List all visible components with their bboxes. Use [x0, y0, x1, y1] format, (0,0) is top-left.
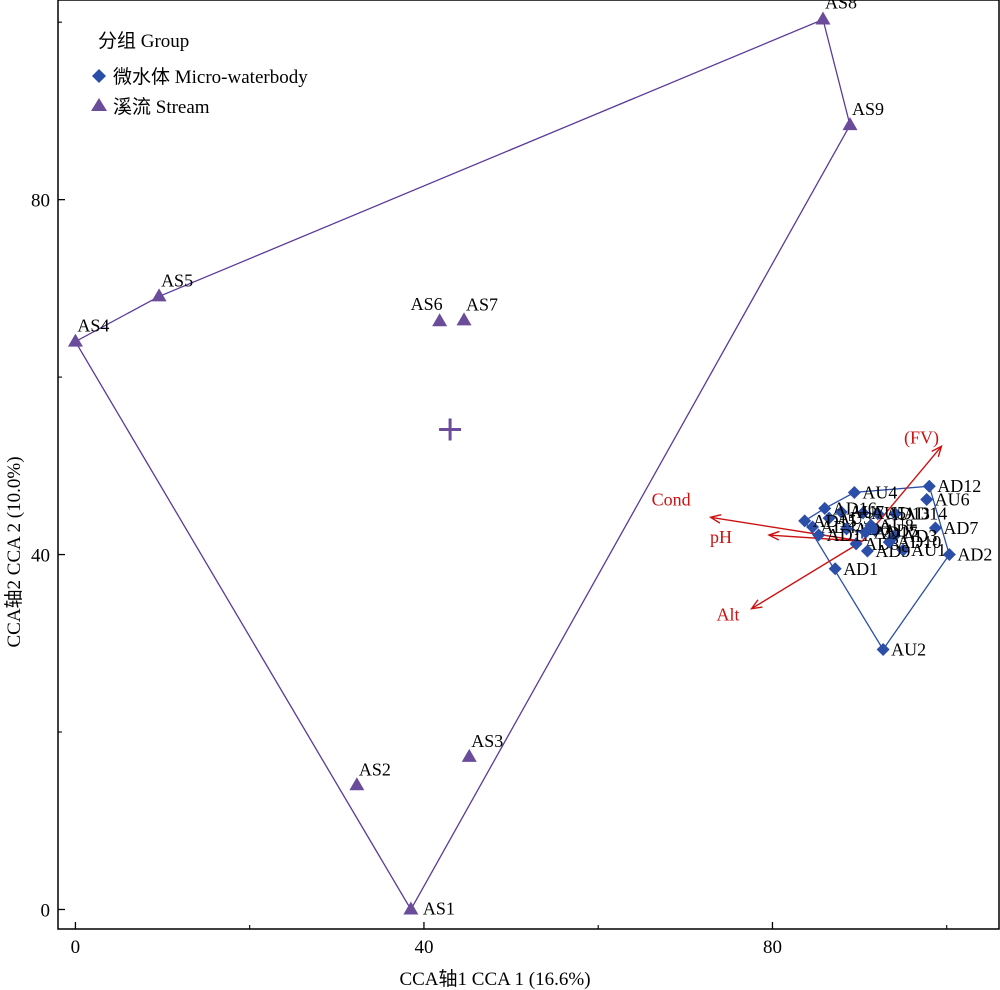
micro-point-label: AU8	[879, 515, 914, 535]
stream-point	[349, 777, 365, 791]
micro-point-label: AU1	[911, 540, 946, 560]
micro-point	[849, 537, 863, 551]
micro-point-label: AD7	[943, 518, 978, 538]
micro-point	[896, 543, 910, 557]
env-vector-label: Cond	[652, 489, 691, 509]
y-tick-label: 0	[41, 900, 51, 921]
env-vector-arrowhead	[767, 530, 780, 541]
micro-point	[920, 493, 934, 507]
legend-title: 分组 Group	[98, 30, 189, 52]
legend-micro-marker	[92, 69, 106, 83]
micro-point	[860, 544, 874, 558]
stream-point	[67, 333, 83, 347]
micro-point	[806, 520, 820, 534]
stream-point-label: AS4	[77, 316, 109, 336]
micro-point-label: AD2	[957, 545, 992, 565]
env-vector-label: (FV)	[904, 427, 939, 448]
stream-point-label: AS3	[471, 731, 503, 751]
stream-point	[432, 313, 448, 327]
micro-point-label: AU4	[862, 482, 897, 502]
micro-point	[798, 514, 812, 528]
micro-point-label: AD3	[902, 526, 937, 546]
micro-point	[828, 562, 842, 576]
micro-point-label: AD15	[813, 511, 857, 531]
stream-point-label: AS5	[161, 270, 193, 290]
micro-point	[840, 522, 854, 536]
legend-micro-label: 微水体 Micro-waterbody	[113, 66, 308, 88]
y-axis-title: CCA轴2 CCA 2 (10.0%)	[3, 456, 25, 647]
micro-point-label: AD9	[875, 541, 910, 561]
micro-point-label: AD1	[843, 559, 878, 579]
stream-point-label: AS6	[411, 294, 443, 314]
micro-point	[882, 535, 896, 549]
stream-point	[842, 117, 858, 131]
x-tick-label: 40	[414, 937, 433, 958]
micro-point	[847, 485, 861, 499]
stream-point	[403, 901, 419, 915]
stream-point	[456, 312, 472, 326]
micro-point	[922, 479, 936, 493]
env-vector-label: pH	[710, 527, 732, 547]
env-vector-arrowhead	[708, 513, 722, 524]
y-tick-label: 80	[31, 191, 50, 212]
micro-point-label: AD5	[883, 521, 918, 541]
micro-point-label: AU6	[935, 490, 970, 510]
axes: 0 40 80 0 40 80	[31, 21, 948, 958]
micro-point-label: AU7	[849, 502, 884, 522]
stream-point-label: AS9	[852, 99, 884, 119]
micro-point	[822, 511, 836, 525]
stream-point	[151, 288, 167, 302]
micro-point	[888, 507, 902, 521]
micro-point	[818, 501, 832, 515]
micro-point-label: AD10	[897, 532, 941, 552]
x-tick-label: 0	[71, 937, 81, 958]
stream-hull	[74, 18, 851, 911]
x-axis-title: CCA轴1 CCA 1 (16.6%)	[399, 968, 590, 990]
stream-point-label: AS8	[825, 0, 857, 13]
micro-point-label: AU5	[871, 503, 906, 523]
micro-point-label: AD14	[903, 504, 947, 524]
plot-frame	[57, 0, 1000, 930]
group-centroid	[439, 418, 462, 441]
env-vector-label: Alt	[717, 605, 740, 625]
micro-point-label: AD17	[874, 522, 918, 542]
micro-point-label: AD13	[886, 504, 930, 524]
micro-point	[876, 643, 890, 657]
stream-point-label: AS1	[423, 898, 455, 918]
stream-point	[815, 11, 831, 25]
micro-point-label: AU2	[891, 640, 926, 660]
y-tick-label: 40	[31, 546, 50, 567]
micro-point-label: AD11	[827, 525, 870, 545]
legend-stream-label: 溪流 Stream	[113, 96, 210, 118]
legend: 分组 Group 微水体 Micro-waterbody 溪流 Stream	[91, 30, 308, 118]
micro-point-label: AD16	[833, 498, 877, 518]
stream-point-label: AS2	[359, 759, 391, 779]
micro-point	[871, 507, 885, 521]
micro-point	[812, 528, 826, 542]
group-hulls	[74, 18, 951, 911]
micro-point	[834, 505, 848, 519]
env-vector-line	[710, 516, 863, 542]
env-vector-arrowhead	[931, 444, 943, 458]
micro-point	[942, 548, 956, 562]
micro-point	[928, 521, 942, 535]
legend-stream-marker	[91, 98, 107, 111]
micro-point-label: AD12	[937, 476, 981, 496]
env-vector-arrowhead	[750, 599, 763, 610]
stream-point-label: AS7	[466, 294, 498, 314]
x-tick-label: 80	[763, 937, 782, 958]
micro-point	[859, 525, 873, 539]
env-vector-line	[751, 540, 863, 610]
stream-point	[461, 748, 477, 762]
micro-point	[856, 506, 870, 520]
